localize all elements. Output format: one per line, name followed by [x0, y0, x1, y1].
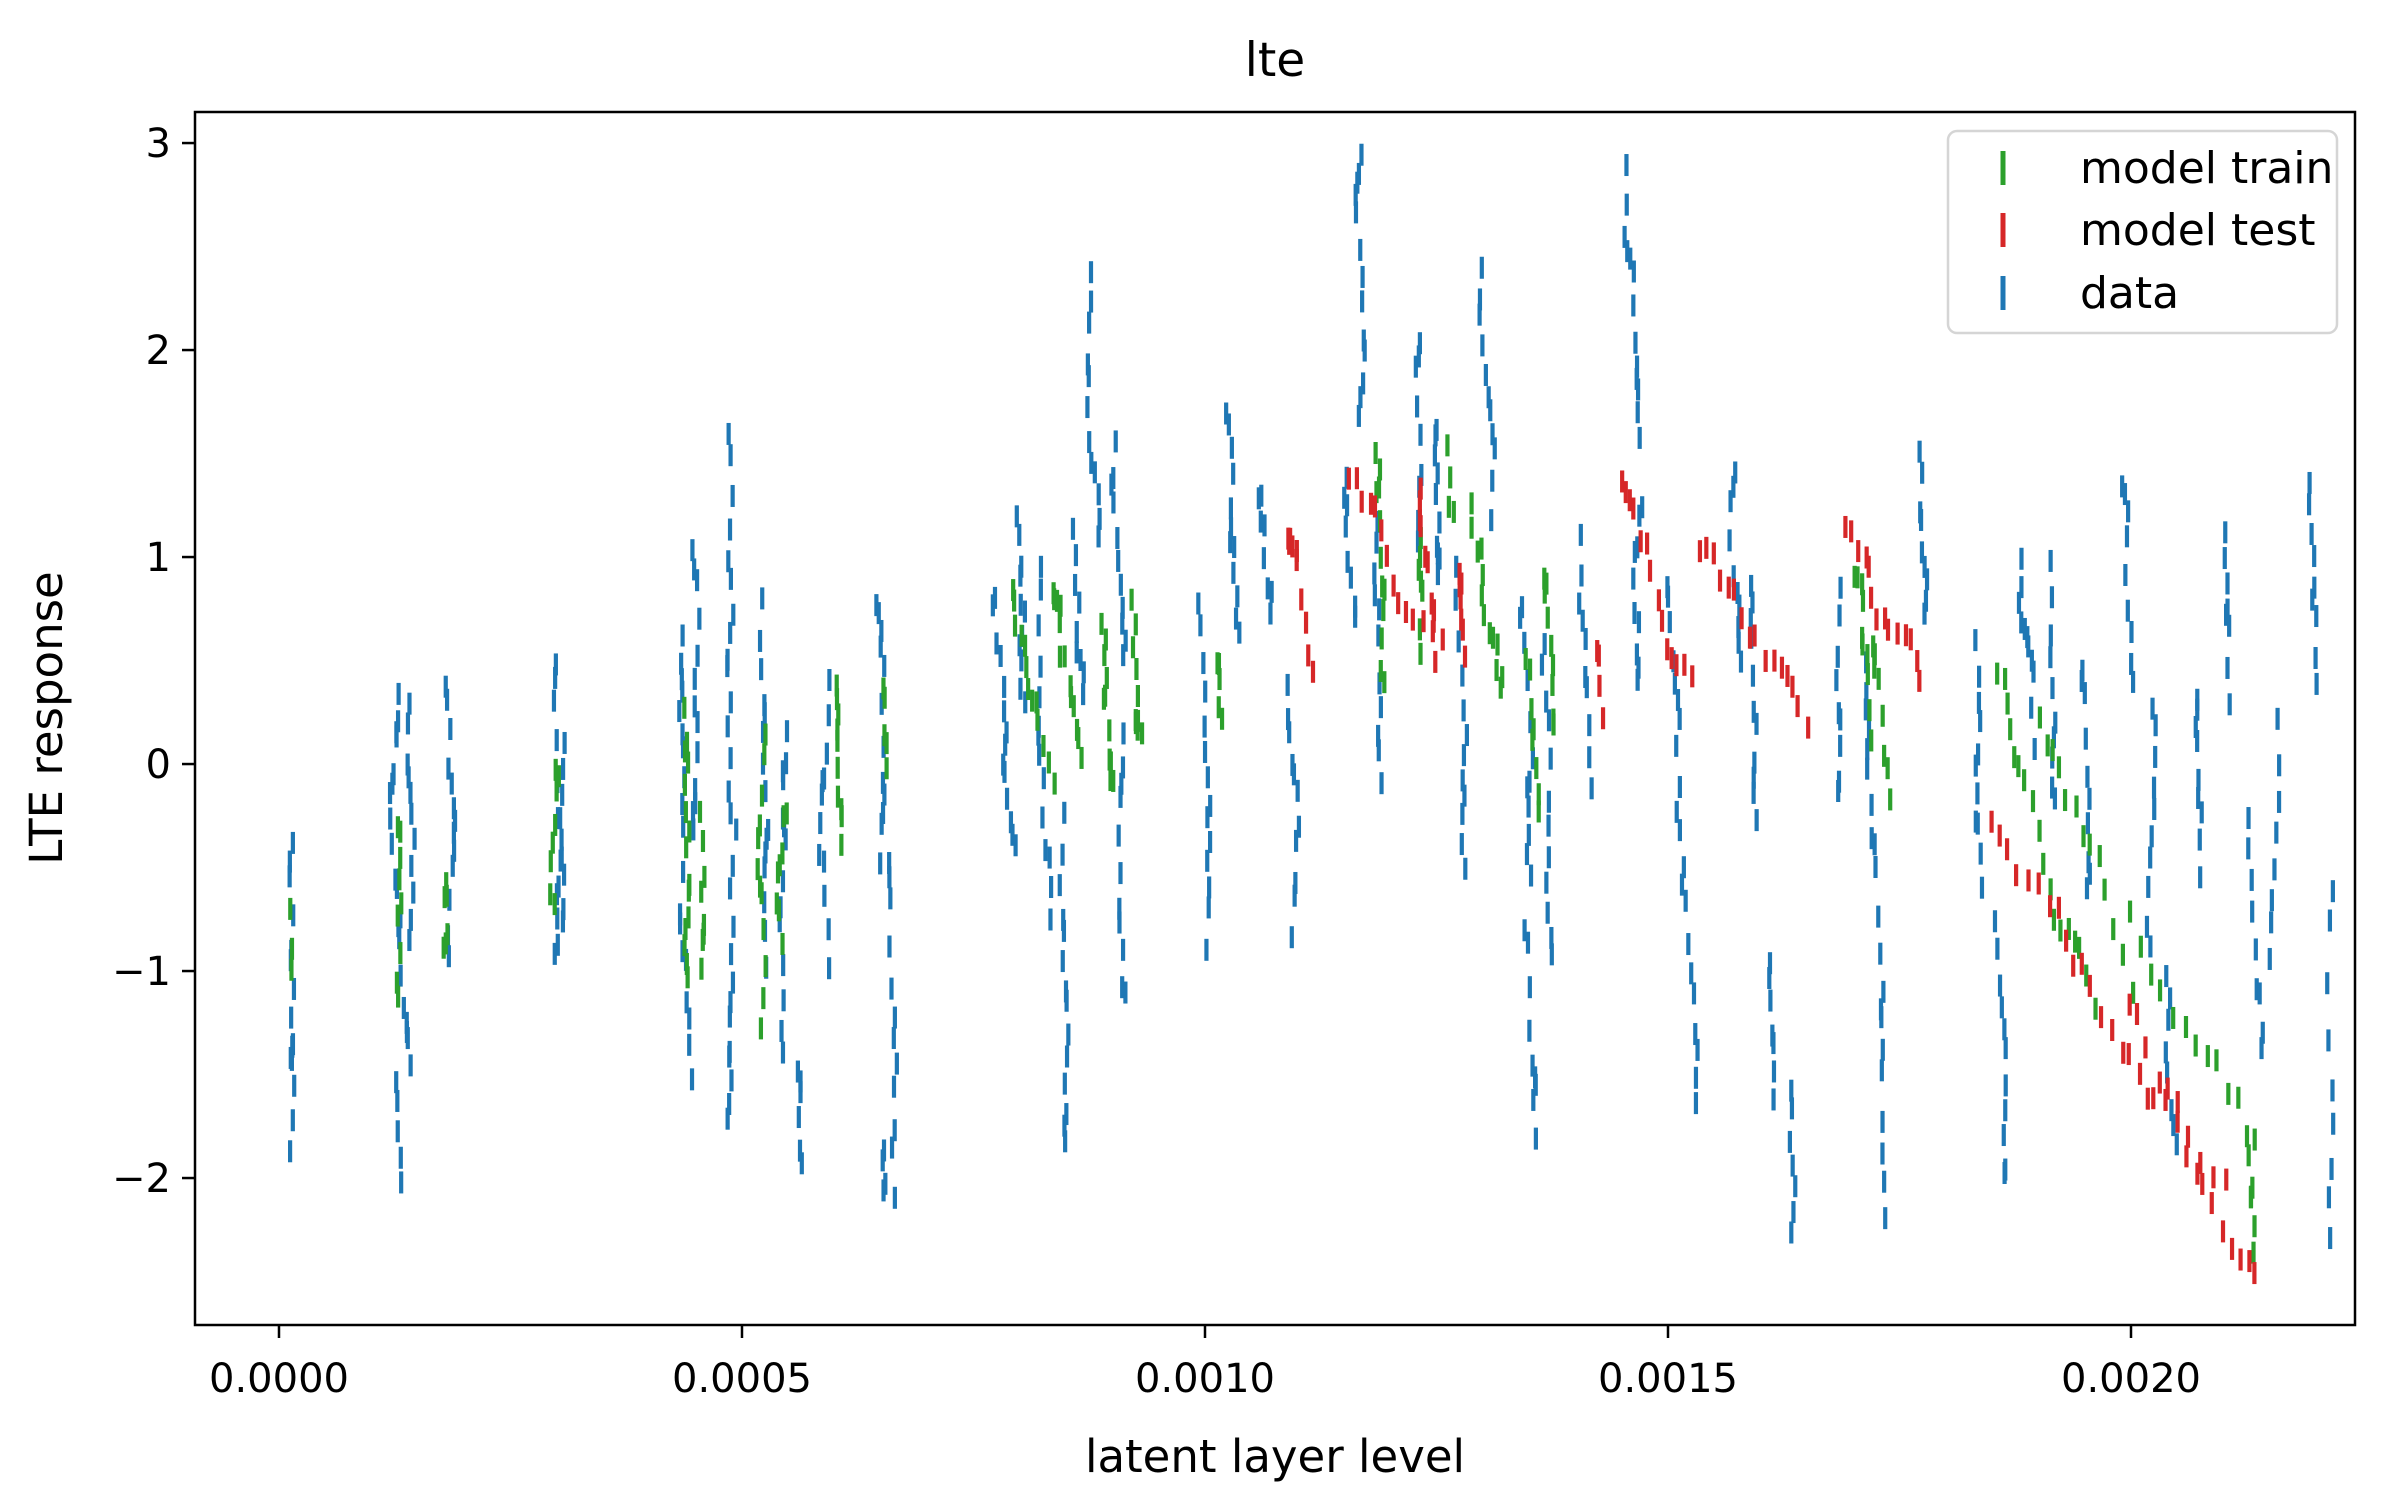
legend-item-data: data — [2000, 268, 2179, 319]
x-tick-label: 0.0000 — [209, 1356, 349, 1402]
y-tick-label: 2 — [146, 328, 171, 374]
legend-label-model-test: model test — [2080, 205, 2316, 256]
y-tick-label: 1 — [146, 535, 171, 581]
legend-item-model-test: model test — [2000, 205, 2316, 256]
plot-title: lte — [1245, 33, 1305, 88]
y-tick-label: −1 — [112, 949, 171, 995]
y-tick-label: 0 — [146, 742, 171, 788]
legend: model train model test data — [1946, 129, 2339, 335]
legend-label-data: data — [2080, 268, 2179, 319]
data-trails — [287, 143, 2336, 1285]
legend-label-model-train: model train — [2080, 143, 2333, 194]
legend-item-model-train: model train — [2000, 143, 2333, 194]
x-tick-label: 0.0010 — [1135, 1356, 1275, 1402]
x-axis-label: latent layer level — [1085, 1430, 1465, 1483]
axes-box — [193, 110, 2357, 1327]
y-tick-label: 3 — [146, 121, 171, 167]
y-axis-label: LTE response — [20, 571, 73, 865]
x-tick-label: 0.0005 — [672, 1356, 812, 1402]
x-tick-label: 0.0015 — [1598, 1356, 1738, 1402]
y-tick-label: −2 — [112, 1156, 171, 1202]
legend-box — [1946, 129, 2339, 335]
x-tick-label: 0.0020 — [2061, 1356, 2201, 1402]
axis-ticks: 0.0000 0.0005 0.0010 0.0015 0.0020 3 2 1 0 −1 −2 — [112, 121, 2201, 1402]
